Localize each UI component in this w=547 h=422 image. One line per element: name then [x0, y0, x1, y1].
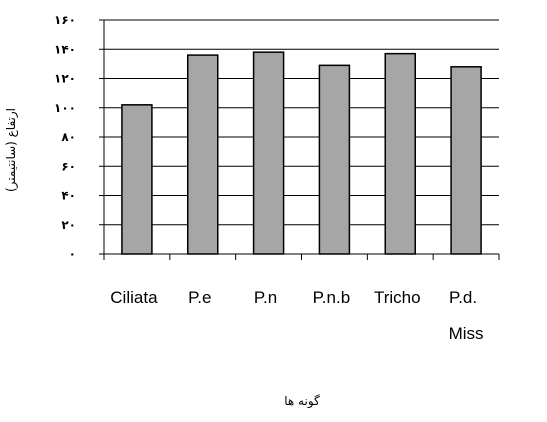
y-tick-label: ٨٠ [61, 130, 76, 144]
bar [384, 52, 416, 255]
x-axis-title: گونه ها [284, 394, 320, 409]
y-tick-label: ١۶٠ [54, 13, 76, 27]
y-tick-label: ۴٠ [61, 189, 76, 203]
axes [103, 20, 499, 255]
x-tick-label: Tricho [374, 288, 421, 307]
bar [187, 54, 219, 255]
bar [121, 104, 153, 255]
bar [318, 64, 351, 255]
y-tick-label: ٠ [69, 247, 76, 261]
y-tick-label: ١٢٠ [54, 72, 76, 86]
y-tick-label: ١۴٠ [54, 42, 76, 56]
x-tick-label: P.d. Miss [449, 288, 484, 343]
y-tick-labels: ٠ ٢٠ ۴٠ ۶٠ ٨٠ ١٠٠ ١٢٠ ١۴٠ ١۶٠ [54, 13, 76, 261]
bar [252, 51, 285, 255]
bar [450, 66, 482, 255]
x-tick-label: Ciliata [110, 288, 158, 307]
gridlines [99, 19, 500, 260]
y-tick-label: ۶٠ [61, 159, 76, 173]
y-tick-label: ٢٠ [61, 218, 76, 232]
x-tick-label: P.n.b [313, 288, 351, 307]
x-tick-label: P.e [188, 288, 211, 307]
y-tick-label: ١٠٠ [54, 101, 76, 115]
x-tick-labels: Ciliata P.e P.n P.n.b Tricho P.d. Miss [110, 288, 483, 343]
y-axis-title: ارتفاع (سانتیمتر) [4, 108, 19, 192]
bars [121, 51, 482, 255]
x-tick-label: P.n [254, 288, 277, 307]
